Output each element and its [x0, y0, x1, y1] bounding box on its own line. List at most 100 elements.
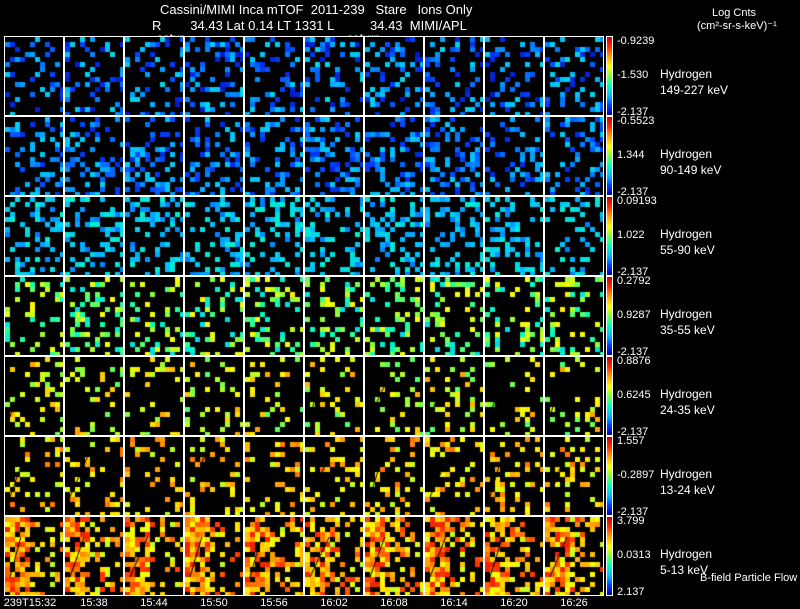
species-label: Hydrogen: [660, 67, 713, 81]
spectrogram-panel: [544, 356, 604, 436]
colorbar-min-label: -2.137: [617, 266, 649, 278]
panel-pixels: [245, 197, 303, 275]
spectrogram-panel: [484, 516, 544, 596]
panel-pixels: [65, 437, 123, 515]
panel-pixels: [545, 437, 603, 515]
panel-pixels: [125, 197, 183, 275]
panel-pixels: [5, 517, 63, 595]
colorbar: [606, 196, 613, 276]
colorbar-mid-label: 0.0313: [617, 549, 651, 561]
spectrogram-panel: [184, 36, 244, 116]
spectrogram-panel: [544, 516, 604, 596]
spectrogram-panel: [124, 436, 184, 516]
panel-pixels: [5, 437, 63, 515]
colorbar-mid-label: 1.344: [617, 149, 645, 161]
spectrogram-panel: [4, 276, 64, 356]
spectrogram-panel: [544, 36, 604, 116]
colorbar-min-label: -2.137: [617, 426, 649, 438]
energy-range-label: 24-35 keV: [660, 403, 715, 417]
colorbar: [606, 36, 613, 116]
panel-pixels: [245, 117, 303, 195]
colorbar-max-label: 0.8876: [617, 355, 651, 367]
panel-pixels: [365, 277, 423, 355]
spectrogram-panel: [244, 516, 304, 596]
x-tick-label: 16:20: [500, 597, 528, 609]
panel-pixels: [305, 277, 363, 355]
spectrogram-panel: [184, 196, 244, 276]
x-tick-label: 16:14: [440, 597, 468, 609]
spectrogram-panel: [124, 276, 184, 356]
panel-pixels: [65, 357, 123, 435]
spectrogram-panel: [364, 36, 424, 116]
panel-pixels: [545, 197, 603, 275]
spectrogram-panel: [184, 356, 244, 436]
x-tick-label: 15:50: [200, 597, 228, 609]
colorbar-min-label: 2.137: [617, 586, 645, 598]
row-label: Hydrogen 149-227 keV: [660, 66, 728, 98]
spectrogram-panel: [4, 356, 64, 436]
spectrogram-panel: [244, 356, 304, 436]
spectrogram-panel: [124, 116, 184, 196]
energy-range-label: 55-90 keV: [660, 243, 715, 257]
panel-pixels: [65, 197, 123, 275]
colorbar-max-label: 3.799: [617, 515, 645, 527]
spectrogram-panel: [544, 436, 604, 516]
panel-pixels: [425, 437, 483, 515]
panel-pixels: [245, 37, 303, 115]
panel-pixels: [485, 277, 543, 355]
panel-pixels: [5, 117, 63, 195]
spectrogram-panel: [424, 516, 484, 596]
colorbar-mid-label: -0.2897: [617, 469, 655, 481]
panel-pixels: [425, 37, 483, 115]
species-label: Hydrogen: [660, 467, 713, 481]
spectrogram-panel: [304, 356, 364, 436]
spectrogram-panel: [364, 356, 424, 436]
spectrogram-panel: [364, 276, 424, 356]
spectrogram-panel: [244, 36, 304, 116]
spectrogram-panel: [64, 276, 124, 356]
spectrogram-panel: [124, 516, 184, 596]
panel-pixels: [305, 517, 363, 595]
spectrogram-panel: [64, 116, 124, 196]
spectrogram-panel: [544, 276, 604, 356]
panel-pixels: [65, 277, 123, 355]
panel-pixels: [485, 517, 543, 595]
spectrogram-panel: [484, 36, 544, 116]
spectrogram-panel: [304, 516, 364, 596]
energy-range-label: 90-149 keV: [660, 163, 722, 177]
species-label: Hydrogen: [660, 227, 713, 241]
spectrogram-panel: [4, 116, 64, 196]
species-label: Hydrogen: [660, 387, 713, 401]
spectrogram-panel: [364, 196, 424, 276]
colorbar-mid-label: 0.6245: [617, 389, 651, 401]
colorbar: [606, 516, 613, 596]
panel-pixels: [305, 357, 363, 435]
colorbar: [606, 116, 613, 196]
panel-pixels: [125, 357, 183, 435]
colorbar: [606, 276, 613, 356]
row-label: Hydrogen 5-13 keV: [660, 546, 712, 578]
spectrogram-panel: [304, 436, 364, 516]
panel-pixels: [185, 117, 243, 195]
species-label: Hydrogen: [660, 147, 713, 161]
panel-pixels: [425, 357, 483, 435]
panel-pixels: [365, 37, 423, 115]
panel-pixels: [545, 357, 603, 435]
panel-pixels: [65, 517, 123, 595]
spectrogram-panel: [64, 356, 124, 436]
energy-range-label: 149-227 keV: [660, 83, 729, 97]
x-tick-label: 15:38: [80, 597, 108, 609]
panel-pixels: [5, 37, 63, 115]
panel-pixels: [245, 357, 303, 435]
x-tick-label: 15:56: [260, 597, 288, 609]
colorbar: [606, 356, 613, 436]
spectrogram-panel: [244, 116, 304, 196]
panel-pixels: [365, 197, 423, 275]
spectrogram-panel: [244, 436, 304, 516]
spectrogram-panel: [64, 36, 124, 116]
panel-pixels: [545, 517, 603, 595]
panel-pixels: [125, 37, 183, 115]
spectrogram-grid: [4, 36, 604, 596]
colorbar-min-label: -2.137: [617, 186, 649, 198]
spectrogram-panel: [484, 116, 544, 196]
